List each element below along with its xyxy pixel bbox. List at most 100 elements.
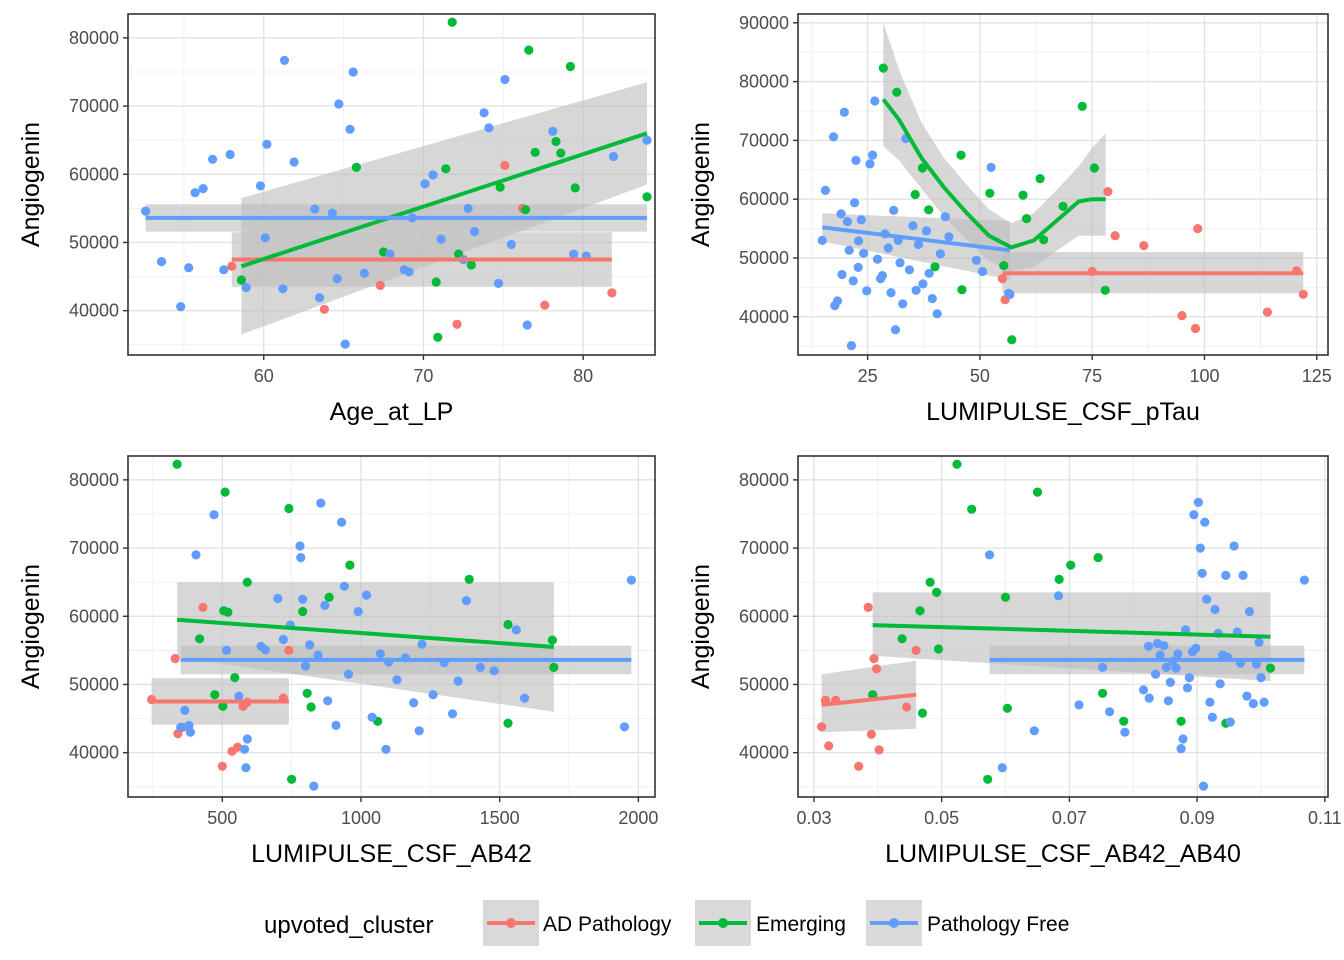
- data-point-emerging: [917, 163, 928, 173]
- data-point-ad-pathology: [1139, 241, 1149, 251]
- data-point-pathology-free: [844, 245, 854, 255]
- data-point-pathology-free: [1173, 649, 1183, 659]
- data-point-emerging: [218, 701, 228, 711]
- data-point-pathology-free: [895, 258, 905, 268]
- x-tick-label: 0.03: [796, 808, 831, 828]
- data-point-pathology-free: [1256, 673, 1266, 683]
- data-point-emerging: [924, 205, 934, 215]
- data-point-pathology-free: [862, 286, 872, 296]
- panel-ab42: 500 1000 1500 2000 40000 50000 60000 70000 80000…: [17, 455, 658, 868]
- data-point-emerging: [642, 192, 652, 202]
- data-point-pathology-free: [353, 606, 363, 617]
- data-point-emerging: [1098, 688, 1108, 698]
- legend-point-ad-pathology: [506, 918, 516, 928]
- data-point-pathology-free: [241, 282, 251, 293]
- data-point-emerging: [284, 503, 294, 514]
- data-point-ad-pathology: [170, 654, 180, 664]
- data-point-pathology-free: [184, 720, 194, 731]
- data-point-emerging: [172, 459, 182, 469]
- data-point-emerging: [302, 688, 312, 698]
- data-point-pathology-free: [367, 712, 377, 722]
- data-point-ad-pathology: [1103, 187, 1113, 197]
- data-point-emerging: [1022, 214, 1032, 224]
- data-point-pathology-free: [828, 132, 839, 142]
- data-point-pathology-free: [305, 640, 315, 650]
- data-point-pathology-free: [414, 726, 424, 736]
- data-point-pathology-free: [273, 593, 283, 604]
- legend-title: upvoted_cluster: [264, 912, 433, 939]
- data-point-emerging: [503, 718, 513, 728]
- data-point-pathology-free: [1159, 641, 1169, 651]
- data-point-pathology-free: [886, 288, 896, 298]
- data-point-ad-pathology: [284, 645, 294, 656]
- panel-border: [797, 455, 1329, 798]
- data-point-ad-pathology: [871, 664, 882, 674]
- data-point-emerging: [897, 634, 907, 644]
- data-point-pathology-free: [911, 285, 921, 295]
- data-point-pathology-free: [883, 243, 893, 253]
- data-point-emerging: [952, 459, 962, 469]
- data-point-pathology-free: [141, 206, 151, 216]
- trend-line-ad-pathology: [821, 692, 917, 707]
- data-point-pathology-free: [310, 204, 320, 214]
- data-point-emerging: [925, 577, 935, 587]
- data-point-emerging: [1089, 163, 1099, 173]
- x-tick-label: 0.09: [1180, 808, 1215, 828]
- panel-border: [127, 13, 656, 356]
- data-point-pathology-free: [436, 234, 446, 244]
- data-point-pathology-free: [1029, 726, 1039, 736]
- data-point-pathology-free: [420, 179, 430, 189]
- data-point-pathology-free: [986, 162, 996, 172]
- legend-key-emerging: [695, 900, 751, 946]
- data-point-pathology-free: [1244, 606, 1255, 617]
- legend-label-ad-pathology: AD Pathology: [543, 913, 672, 936]
- data-point-emerging: [551, 136, 561, 147]
- data-point-pathology-free: [242, 734, 252, 744]
- y-tick-label: 80000: [739, 72, 789, 92]
- data-point-emerging: [524, 45, 534, 55]
- data-point-ad-pathology: [1298, 289, 1308, 299]
- data-point-pathology-free: [944, 232, 954, 242]
- data-point-pathology-free: [1210, 604, 1220, 615]
- y-tick-label: 40000: [739, 743, 789, 763]
- data-point-pathology-free: [337, 517, 347, 527]
- x-tick-label: 1000: [341, 808, 381, 828]
- data-point-emerging: [242, 577, 252, 587]
- data-point-pathology-free: [908, 221, 918, 231]
- data-point-ad-pathology: [198, 602, 208, 613]
- data-point-pathology-free: [475, 662, 485, 673]
- data-point-pathology-free: [262, 139, 272, 149]
- data-point-emerging: [230, 673, 240, 683]
- data-point-pathology-free: [309, 781, 319, 791]
- data-point-ad-pathology: [227, 261, 237, 271]
- y-tick-label: 70000: [69, 538, 119, 558]
- data-point-pathology-free: [1200, 517, 1210, 527]
- data-point-ad-pathology: [607, 288, 617, 298]
- data-point-emerging: [324, 592, 334, 602]
- data-point-pathology-free: [1053, 591, 1064, 601]
- x-tick-label: 100: [1189, 366, 1219, 386]
- data-point-pathology-free: [260, 233, 270, 243]
- data-point-ad-pathology: [824, 741, 834, 751]
- data-point-pathology-free: [1182, 683, 1193, 693]
- data-point-pathology-free: [428, 170, 438, 180]
- data-point-emerging: [1119, 716, 1129, 726]
- trend-line-emerging: [872, 623, 1271, 639]
- y-tick-label: 60000: [69, 164, 119, 184]
- data-point-pathology-free: [904, 265, 915, 275]
- data-point-pathology-free: [619, 722, 630, 732]
- data-point-pathology-free: [176, 302, 186, 312]
- data-point-ad-pathology: [375, 280, 385, 290]
- panel-border: [797, 13, 1329, 356]
- data-point-pathology-free: [1238, 570, 1248, 581]
- legend-point-emerging: [718, 918, 728, 928]
- data-point-pathology-free: [190, 188, 200, 198]
- data-point-pathology-free: [208, 154, 218, 164]
- data-point-emerging: [917, 708, 928, 718]
- data-point-emerging: [447, 17, 457, 27]
- data-point-pathology-free: [997, 763, 1007, 773]
- x-tick-label: 75: [1082, 366, 1102, 386]
- data-point-pathology-free: [1193, 497, 1203, 507]
- data-point-pathology-free: [1197, 568, 1207, 578]
